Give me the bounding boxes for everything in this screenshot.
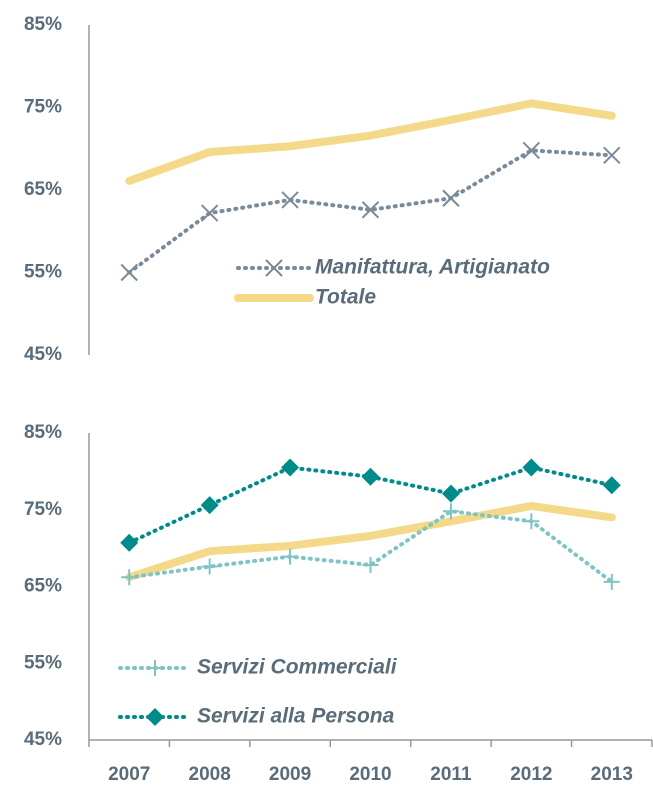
marker (120, 533, 139, 552)
marker (361, 467, 380, 486)
x-tick-label: 2011 (430, 764, 472, 785)
x-tick-label: 2013 (591, 764, 633, 785)
marker (442, 189, 460, 207)
series-line (125, 501, 616, 582)
y-tick-label: 45% (24, 729, 62, 750)
y-tick-label: 55% (24, 652, 62, 673)
marker (281, 458, 300, 477)
marker (147, 660, 163, 676)
series-line (127, 148, 614, 275)
x-tick-label: 2010 (349, 764, 391, 785)
marker (282, 548, 299, 565)
marker (120, 263, 138, 282)
y-tick-label: 75% (24, 97, 62, 118)
marker (441, 484, 460, 503)
y-tick-label: 85% (24, 422, 62, 443)
marker (281, 191, 299, 209)
x-tick-label: 2007 (108, 764, 150, 785)
legend-label: Servizi Commerciali (197, 656, 398, 679)
marker (522, 458, 541, 477)
y-tick-label: 85% (24, 14, 62, 35)
marker (603, 573, 620, 590)
marker (200, 204, 219, 222)
marker (146, 708, 164, 726)
marker (200, 496, 219, 515)
marker (121, 569, 138, 586)
marker (602, 476, 621, 495)
legend-label: Manifattura, Artigianato (315, 256, 550, 279)
marker (265, 259, 283, 277)
x-tick-label: 2012 (510, 764, 552, 785)
marker (201, 558, 218, 575)
marker (523, 513, 540, 530)
marker (603, 146, 621, 165)
series-line (125, 99, 616, 185)
y-tick-label: 65% (24, 576, 62, 597)
y-tick-label: 55% (24, 262, 62, 283)
marker (361, 201, 380, 219)
marker (362, 557, 379, 574)
marker (522, 141, 541, 160)
x-tick-label: 2009 (269, 764, 311, 785)
marker (442, 503, 459, 520)
y-tick-label: 65% (24, 179, 62, 200)
y-tick-label: 45% (24, 344, 62, 365)
legend-label: Servizi alla Persona (197, 705, 395, 728)
x-tick-label: 2008 (189, 764, 231, 785)
y-tick-label: 75% (24, 499, 62, 520)
legend-label: Totale (315, 286, 376, 309)
